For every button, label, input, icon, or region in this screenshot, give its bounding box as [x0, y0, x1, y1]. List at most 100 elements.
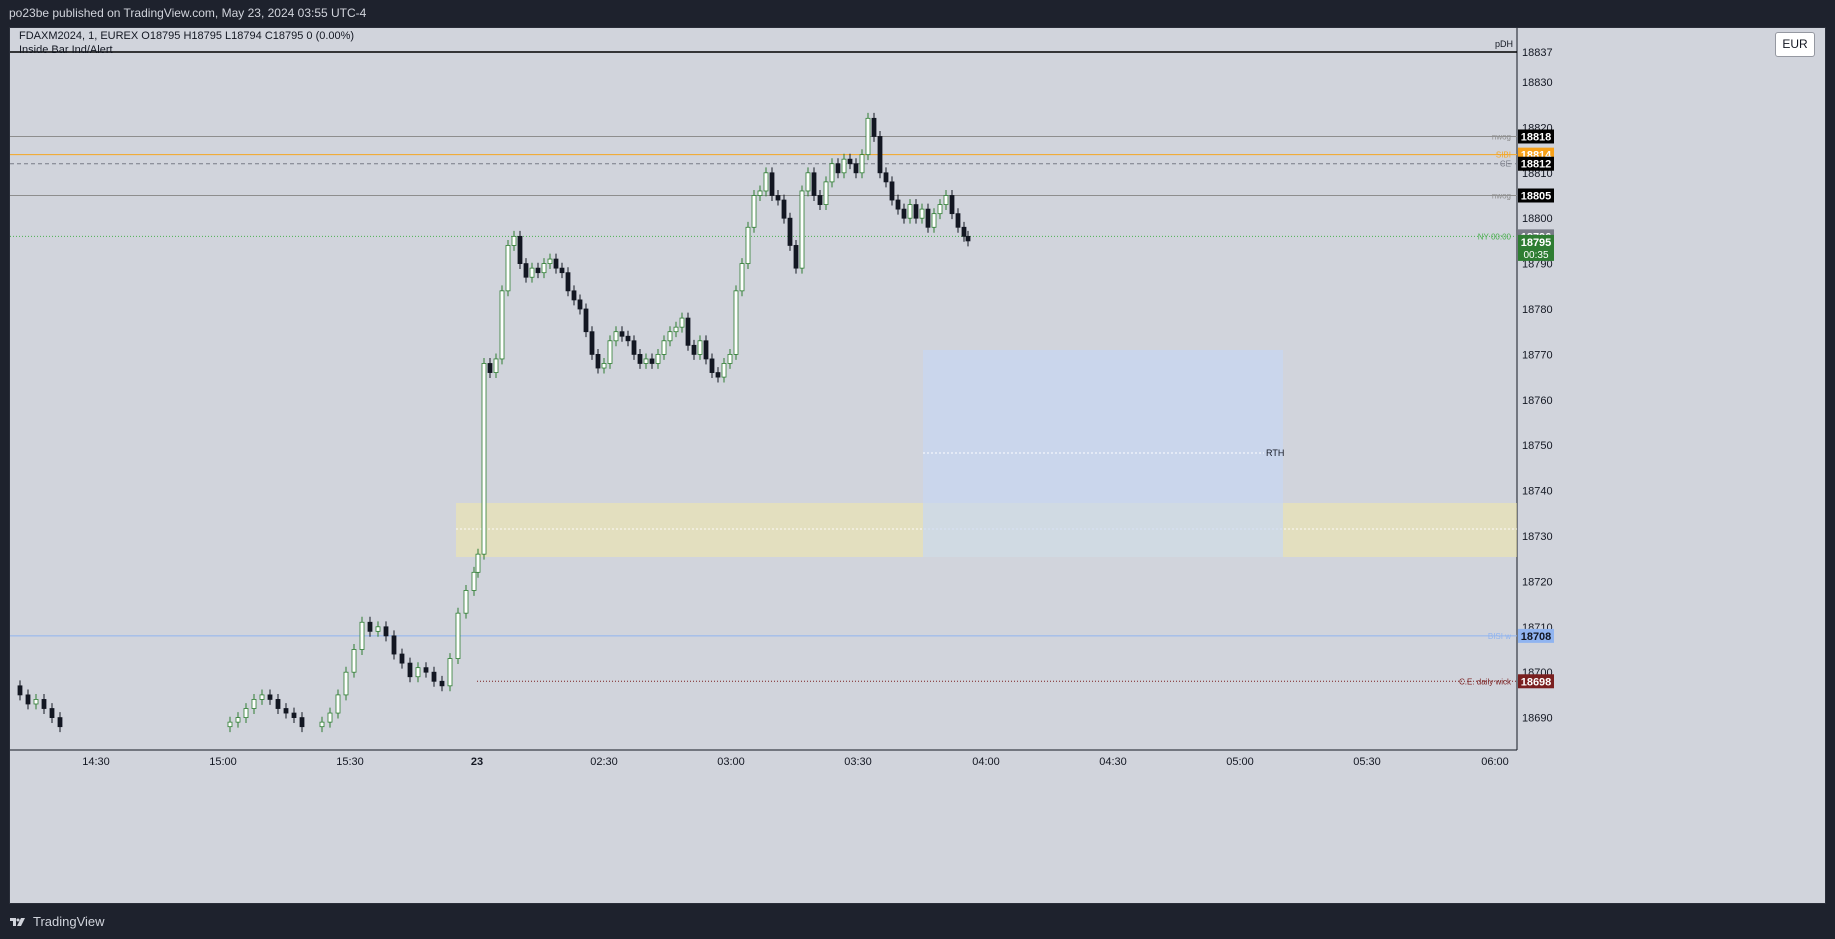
price-tag — [1518, 129, 1554, 144]
price-tick-label: 18760 — [1522, 395, 1553, 407]
time-tick-label: 23 — [471, 756, 483, 768]
price-tag-label: 18812 — [1521, 159, 1552, 171]
time-ticks: 14:30 15:00 15:30 23 02:30 03:00 03:30 04:00 04:… — [82, 756, 1509, 768]
candle-body — [613, 331, 619, 342]
candle-body — [889, 181, 895, 201]
candle-body — [359, 621, 365, 650]
candle-body — [471, 571, 477, 591]
candle-body — [745, 226, 751, 264]
candle-body — [327, 712, 333, 723]
candle-body — [275, 699, 281, 709]
candle-body — [33, 699, 39, 705]
candle-body — [529, 267, 535, 278]
chart-pane[interactable]: pDH RTH nwog SIBI CE nwog NY 00:00 BISI w C.E.… — [9, 27, 1826, 904]
candle-body — [49, 708, 55, 719]
candle-body — [949, 195, 955, 215]
candle-body — [595, 353, 601, 369]
candle-body — [817, 195, 823, 205]
price-tick-label: 18720 — [1522, 576, 1553, 588]
candle-body — [375, 626, 381, 632]
candle-body — [227, 721, 233, 728]
candle-body — [367, 621, 373, 632]
candle-body — [931, 213, 937, 228]
candle-body — [499, 290, 505, 360]
candle-body — [883, 172, 889, 183]
candle-body — [965, 235, 971, 242]
candle-body — [505, 245, 511, 292]
candle-body — [535, 267, 541, 274]
candle-body — [423, 667, 429, 673]
candle-body — [823, 181, 829, 205]
candle-body — [335, 694, 341, 714]
candle-body — [25, 694, 31, 705]
candle-body — [391, 635, 397, 655]
candle-body — [407, 662, 413, 678]
candle-body — [943, 195, 949, 205]
candle-body — [835, 163, 841, 174]
candle-body — [661, 340, 667, 355]
price-tick-label: 18800 — [1522, 213, 1553, 225]
level-label: nwog — [1492, 192, 1511, 201]
candle-body — [955, 213, 961, 228]
candle-body — [781, 199, 787, 219]
candle-body — [811, 172, 817, 196]
candle-body — [267, 694, 273, 700]
currency-button[interactable]: EUR — [1775, 32, 1815, 57]
candle-body — [751, 195, 757, 228]
candle-body — [739, 263, 745, 292]
candle-body — [847, 158, 853, 165]
candle-body — [913, 204, 919, 219]
candle-body — [691, 344, 697, 355]
price-tick-label: 18770 — [1522, 349, 1553, 361]
candle-body — [799, 190, 805, 269]
candle-body — [673, 326, 679, 333]
time-tick-label: 05:00 — [1226, 756, 1254, 768]
candle-body — [447, 658, 453, 687]
candle-body — [871, 117, 877, 137]
candle-body — [643, 358, 649, 364]
price-tick-label: 18830 — [1522, 77, 1553, 89]
candle-body — [299, 717, 305, 728]
time-axis[interactable] — [10, 750, 1517, 772]
candle-body — [487, 363, 493, 373]
candles[interactable] — [17, 112, 971, 733]
candle-body — [571, 290, 577, 301]
candle-body — [41, 699, 47, 709]
time-tick-label: 15:00 — [209, 756, 237, 768]
tradingview-logo-icon — [10, 917, 25, 926]
candle-body — [787, 217, 793, 246]
candle-body — [637, 353, 643, 364]
candle-body — [547, 258, 553, 264]
publish-info: po23be published on TradingView.com, May… — [0, 0, 1835, 27]
candle-body — [565, 272, 571, 292]
candle-body — [481, 363, 487, 555]
price-tick-label: 18820 — [1522, 122, 1553, 134]
brand-name: TradingView — [33, 914, 105, 929]
time-tick-label: 15:30 — [336, 756, 364, 768]
candle-body — [631, 340, 637, 355]
current-price-label: 18795 — [1521, 237, 1552, 249]
candle-body — [577, 299, 583, 310]
bar-countdown: 00:35 — [1523, 250, 1548, 261]
indicator-legend[interactable]: Inside Bar Ind/Alert — [19, 44, 113, 56]
candle-body — [865, 117, 871, 156]
candle-body — [619, 331, 625, 337]
candle-body — [607, 340, 613, 364]
symbol-legend[interactable]: FDAXM2024, 1, EUREX O18795 H18795 L18794… — [19, 30, 355, 42]
rth-label: RTH — [1266, 448, 1284, 458]
time-tick-label: 06:00 — [1481, 756, 1509, 768]
candle-body — [235, 717, 241, 723]
candle-body — [493, 358, 499, 373]
candle-body — [907, 204, 913, 219]
level-label: C.E. daily wick — [1459, 677, 1512, 686]
candle-body — [553, 258, 559, 269]
candle-body — [829, 163, 835, 183]
candle-body — [523, 263, 529, 278]
price-tick-label: 18790 — [1522, 259, 1553, 271]
candle-body — [475, 553, 481, 573]
candle-body — [415, 667, 421, 678]
price-tick-label-partial: 18837 — [1522, 47, 1553, 59]
current-price-tag — [1518, 234, 1554, 261]
time-tick-label: 04:30 — [1099, 756, 1127, 768]
